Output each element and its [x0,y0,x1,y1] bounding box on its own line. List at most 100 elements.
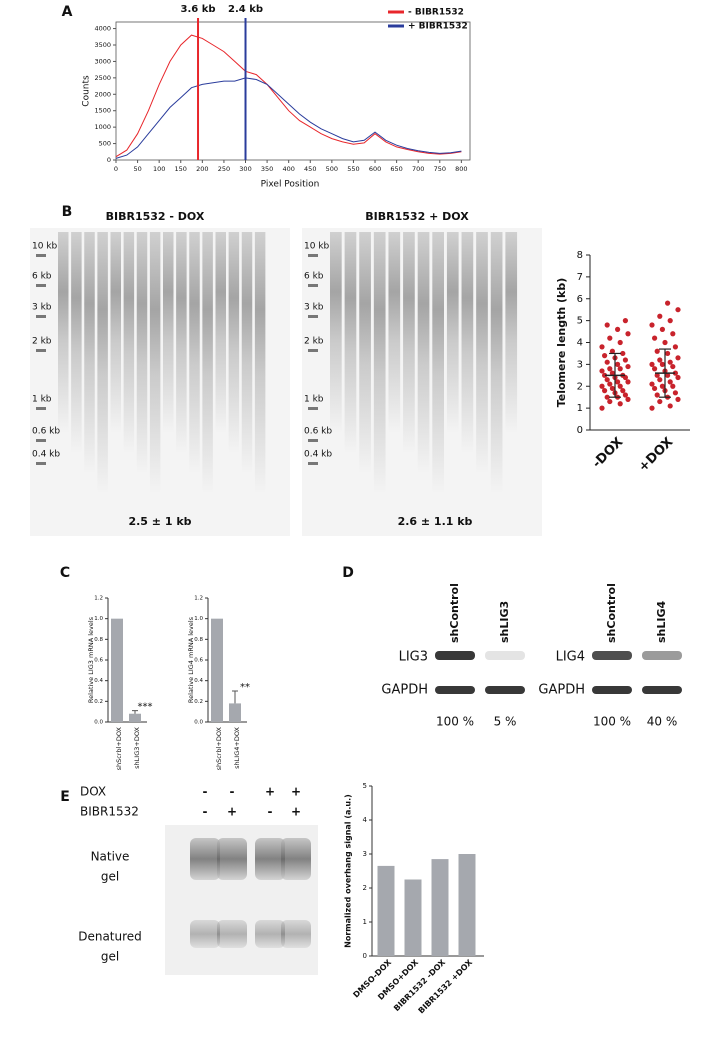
data-dot [615,361,621,367]
x-tick-label: 700 [412,165,424,173]
gel-smear [255,920,285,948]
y-tick-label: 0.0 [194,720,203,726]
data-dot [665,300,671,306]
y-tick-label: 7 [577,272,583,283]
ladder-band [36,284,46,287]
x-axis-label: Pixel Position [261,180,320,190]
condition-label: DOX [80,785,106,799]
gel-lane [97,232,108,492]
gel-lane [403,232,415,452]
y-tick-label: 0.0 [94,720,103,726]
gel-lane [490,232,503,492]
data-dot [675,307,681,313]
ladder-label: 3 kb [32,303,52,313]
gel-smear [190,838,220,880]
gel-smear [255,838,285,880]
gel-row-label: Native [91,850,130,864]
ladder-band [36,439,46,442]
data-dot [602,353,608,359]
ladder-band [308,349,318,352]
gel-lane [388,232,401,432]
gel-lane [344,232,357,452]
gel-lane [417,232,430,472]
data-dot [652,366,658,372]
data-dot [657,377,663,383]
y-tick-label: 4 [577,338,583,349]
data-dot [659,383,666,389]
ladder-label: 0.4 kb [32,450,60,460]
data-dot [652,385,658,392]
marker-label: 3.6 kb [181,4,216,15]
ladder-label: 6 kb [304,272,324,282]
data-dot [620,388,626,394]
ladder-band [36,349,46,352]
y-tick-label: 0.4 [194,678,203,684]
data-dot [675,355,681,361]
condition-label: BIBR1532 [80,805,139,819]
blot-band [592,686,632,694]
data-dot [649,361,655,367]
data-dot [604,377,610,383]
panel-label: E [60,789,70,805]
y-tick-label: 500 [99,140,111,148]
ladder-band [36,315,46,318]
data-dot [625,363,631,370]
x-tick-label: 450 [304,165,316,173]
gel-lane [110,232,121,432]
x-tick-label: 550 [347,165,359,173]
x-tick-label: shScrbl+DOX [115,726,123,770]
gel-smear [217,920,247,948]
gel-lane [373,232,386,492]
ladder-label: 2 kb [32,337,52,347]
data-dot [672,390,679,396]
blot-band [485,686,525,694]
gel-lane [215,232,226,432]
condition-sign: - [230,785,235,799]
data-dot [662,339,668,346]
data-dot [617,339,623,346]
data-dot [670,363,676,370]
gel-lane [136,232,148,472]
data-dot [604,394,610,400]
data-dot [617,401,623,407]
plot-frame [115,21,471,161]
x-tick-label: 650 [390,165,402,173]
y-tick-label: 0 [577,425,583,436]
gel-lane [84,232,95,472]
y-tick-label: 6 [577,294,583,305]
data-line [115,77,462,159]
gel-title: BIBR1532 - DOX [106,210,205,223]
gel-smear [217,838,247,880]
blot-band [592,651,632,660]
blot-band [642,686,682,694]
panel-label: A [62,4,73,20]
gel-lane [149,232,161,492]
data-dot [602,388,608,394]
bar [229,703,241,722]
gel-lane [202,232,213,492]
y-tick-label: 8 [577,250,583,261]
gel-lane [505,232,518,432]
condition-sign: + [291,785,301,799]
y-tick-label: 0.2 [194,699,203,705]
y-tick-label: 1 [577,403,583,414]
data-dot [602,372,608,378]
data-dot [649,322,655,328]
y-tick-label: 0.4 [94,678,103,684]
gel-lane [228,232,240,452]
ladder-label: 2 kb [304,337,324,347]
data-dot [667,403,673,409]
data-dot [599,368,605,374]
ladder-label: 6 kb [32,272,52,282]
condition-sign: + [291,805,301,819]
data-dot [607,381,613,387]
blot-row-label: LIG3 [399,650,428,665]
y-tick-label: 3 [363,850,367,858]
y-tick-label: 1.0 [194,616,203,622]
lane-label: shLIG4 [655,600,668,643]
data-dot [659,326,666,332]
condition-sign: - [268,805,273,819]
y-axis-label: Relative LIG4 mRNA levels [187,616,195,703]
ladder-label: 0.4 kb [304,450,332,460]
bar [111,618,123,722]
